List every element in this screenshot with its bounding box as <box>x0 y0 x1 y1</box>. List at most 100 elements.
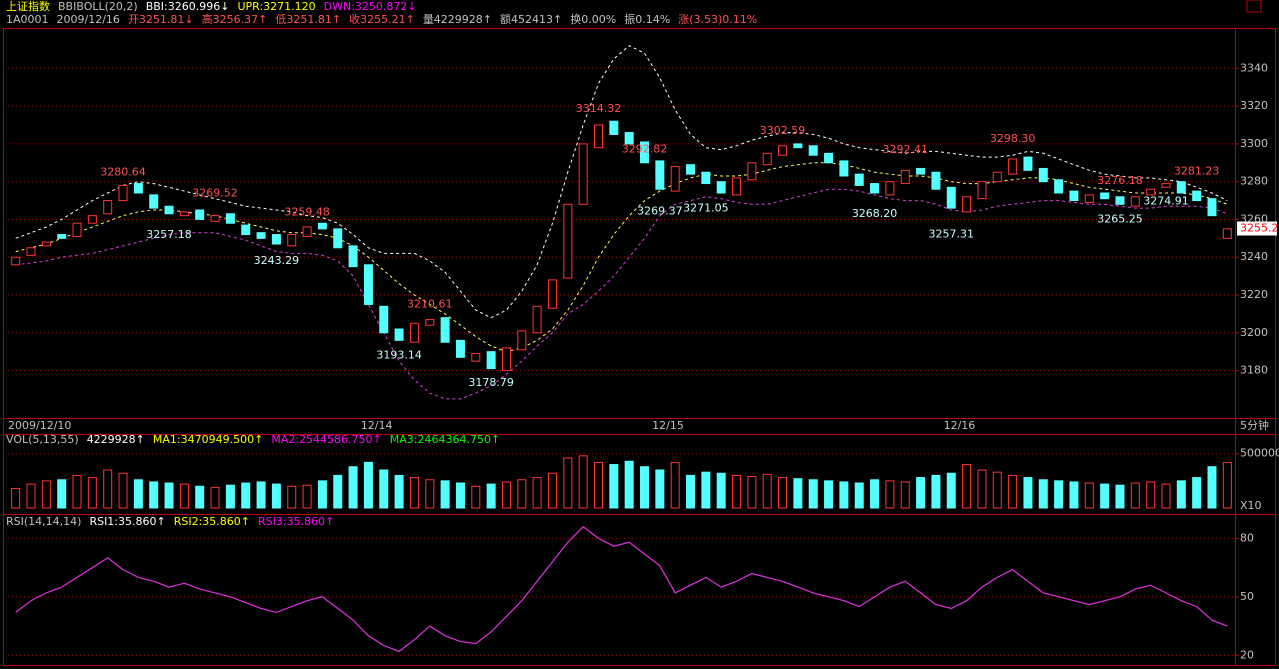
volume-bar <box>655 469 665 509</box>
candle <box>624 132 634 145</box>
candle <box>1100 192 1110 200</box>
volume-bar <box>133 479 143 509</box>
x-tick-label: 12/14 <box>361 419 393 432</box>
candle <box>241 224 251 236</box>
volume-bar <box>732 474 742 509</box>
volume-bar <box>1084 482 1094 509</box>
y-tick-label: 3220 <box>1240 288 1268 301</box>
volume-bar <box>41 480 51 509</box>
volume-bar <box>563 457 573 509</box>
volume-bar <box>931 474 941 509</box>
volume-bar <box>348 466 358 509</box>
volume-bar <box>885 480 895 509</box>
candle <box>348 245 358 268</box>
volume-bar <box>256 481 266 509</box>
legend-item: DWN:3250.872↓ <box>324 0 417 13</box>
candle <box>962 196 972 213</box>
y-tick-label: 3180 <box>1240 364 1268 377</box>
volume-bar <box>179 483 189 509</box>
candle <box>195 209 205 220</box>
volume-bar <box>640 466 650 509</box>
legend-item: 2009/12/16 <box>57 13 120 26</box>
volume-bar <box>1222 461 1232 509</box>
candle <box>363 264 373 305</box>
volume-bar <box>1130 482 1140 509</box>
legend-item: 1A0001 <box>6 13 49 26</box>
volume-bar <box>26 483 36 509</box>
price-annotation: 3259.48 <box>284 205 330 218</box>
candle <box>179 211 189 217</box>
volume-bar <box>916 477 926 509</box>
candle <box>732 177 742 196</box>
candle <box>11 256 21 266</box>
volume-bar <box>747 476 757 509</box>
candle <box>271 234 281 245</box>
price-annotation: 3210.61 <box>407 298 453 311</box>
volume-bar <box>609 464 619 509</box>
candle <box>977 181 987 200</box>
candle <box>701 171 711 185</box>
period-label: 5分钟 <box>1240 418 1269 432</box>
volume-bar <box>1069 481 1079 509</box>
volume-bar <box>317 480 327 509</box>
candle <box>747 162 757 181</box>
volume-bar <box>1146 481 1156 509</box>
volume-bar <box>854 482 864 509</box>
candle <box>1023 156 1033 171</box>
candle <box>1008 158 1018 175</box>
candle <box>808 145 818 156</box>
y-tick-label: 50 <box>1240 590 1254 603</box>
candle <box>333 228 343 249</box>
candle <box>931 171 941 190</box>
legend-item: 额452413↑ <box>500 13 562 26</box>
volume-bar <box>210 486 220 509</box>
candle <box>256 232 266 239</box>
candle <box>1069 190 1079 202</box>
legend-item: 开3251.81↓ <box>128 13 194 26</box>
candle <box>716 181 726 194</box>
candle <box>1038 167 1048 183</box>
candle <box>118 184 128 202</box>
price-annotation: 3257.18 <box>146 228 192 241</box>
volume-bar <box>271 483 281 509</box>
candle <box>900 169 910 185</box>
candle <box>1130 196 1140 207</box>
candle <box>885 181 895 196</box>
price-annotation: 3257.31 <box>929 228 975 241</box>
legend-item: 低3251.81↑ <box>275 13 341 26</box>
legend-item: 上证指数 <box>6 0 50 13</box>
candle <box>824 152 834 164</box>
volume-bar <box>670 461 680 509</box>
candle <box>287 234 297 247</box>
legend-item: BBIBOLL(20,2) <box>58 0 138 13</box>
candle <box>609 120 619 135</box>
volume-bar <box>486 483 496 509</box>
legend-item: 量4229928↑ <box>423 13 492 26</box>
legend-item: UPR:3271.120 <box>237 0 315 13</box>
candle <box>1176 181 1186 194</box>
x-tick-label: 2009/12/10 <box>8 419 71 432</box>
legend-item: RSI1:35.860↑ <box>89 515 165 528</box>
candle <box>133 183 143 194</box>
volume-bar <box>1023 477 1033 509</box>
candle <box>210 215 220 222</box>
candle <box>164 205 174 215</box>
price-annotation: 3243.29 <box>254 254 300 267</box>
y-tick-label: 3340 <box>1240 61 1268 74</box>
price-annotation: 3292.41 <box>882 143 928 156</box>
candle <box>409 322 419 343</box>
volume-bar <box>225 484 235 509</box>
candle <box>1084 194 1094 203</box>
candle <box>670 166 680 192</box>
window-icon[interactable] <box>1246 0 1262 13</box>
band-line <box>15 45 1228 319</box>
price-annotation: 3302.59 <box>760 124 806 137</box>
volume-bar <box>363 461 373 509</box>
volume-bar <box>118 472 128 509</box>
volume-bar <box>455 482 465 509</box>
last-price: 3255.2 <box>1240 222 1279 235</box>
volume-bar <box>241 482 251 509</box>
price-annotation: 3193.14 <box>376 349 422 362</box>
price-annotation: 3274.91 <box>1143 194 1189 207</box>
band-line <box>15 188 1228 400</box>
